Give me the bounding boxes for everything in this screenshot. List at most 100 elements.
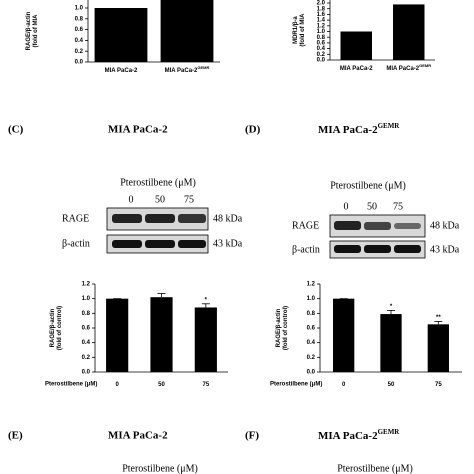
y-tick-label: 0.2 xyxy=(317,52,326,58)
bar xyxy=(106,298,129,372)
y-tick-label: 0.0 xyxy=(307,370,316,376)
y-tick-label: 0.2 xyxy=(75,49,84,55)
significance: ** xyxy=(436,315,441,321)
panel-title: MIA PaCa-2GEMR xyxy=(318,122,400,136)
row-label: β-actin xyxy=(62,238,90,249)
y-tick-label: 0.4 xyxy=(317,46,326,52)
y-tick-label: 1.2 xyxy=(317,23,326,29)
x-tick-label: MIA PaCa-2GEMR xyxy=(165,65,210,74)
y-axis-label-line: (fold of MIA xyxy=(33,14,39,48)
x-axis-label: Pterostilbene (μM) xyxy=(270,382,322,388)
y-tick-label: 0.4 xyxy=(307,340,316,346)
category: 75 xyxy=(435,382,442,388)
bar xyxy=(393,4,425,61)
y-axis-label-line: (fold of control) xyxy=(57,306,63,350)
y-tick-label: 0.2 xyxy=(307,355,316,361)
y-tick-label: 1.2 xyxy=(307,282,316,288)
y-tick-label: 1.6 xyxy=(317,12,326,18)
treatment-label: Pterostilbene (μM) xyxy=(120,177,196,188)
bar xyxy=(150,297,173,372)
y-tick-label: 0.2 xyxy=(82,355,91,361)
y-axis-label-line: (fold of MIA xyxy=(300,13,306,47)
panel-letter: (C) xyxy=(8,124,24,136)
size-label: 48 kDa xyxy=(430,220,460,231)
dose-label: 0 xyxy=(344,201,349,212)
significance: * xyxy=(390,304,393,310)
size-label: 43 kDa xyxy=(213,238,243,249)
band xyxy=(394,223,421,229)
category-sup: GEMR xyxy=(419,63,431,68)
bar xyxy=(340,31,372,60)
significance: * xyxy=(205,297,208,303)
y-axis-label-line: RAGE/β-actin xyxy=(50,308,56,347)
y-axis-label-line: RAGE/β-actin xyxy=(276,308,282,347)
y-tick-label: 0.6 xyxy=(75,27,84,33)
dose-label: 75 xyxy=(184,194,194,205)
y-axis-label: RAGE/β-actin(fold of control) xyxy=(276,306,289,350)
treatment-label: Pterostilbene (μM) xyxy=(337,463,413,474)
x-tick-label: 50 xyxy=(388,382,395,388)
x-tick-label: MIA PaCa-2 xyxy=(340,66,373,72)
y-tick-label: 0.0 xyxy=(75,60,84,66)
y-tick-label: 0.8 xyxy=(75,16,84,22)
category: 50 xyxy=(158,382,165,388)
band xyxy=(334,245,361,253)
x-tick-label: 75 xyxy=(435,382,442,388)
y-tick-label: 0.6 xyxy=(82,326,91,332)
y-axis-label: RAGE/β-actin(fold of control) xyxy=(50,306,63,350)
panel-letter: (E) xyxy=(8,430,23,442)
x-axis-label: Pterostilbene (μM) xyxy=(45,382,97,388)
category: MIA PaCa-2 xyxy=(105,68,138,74)
bar xyxy=(160,0,214,62)
band xyxy=(112,214,142,223)
bar xyxy=(94,8,148,62)
dose-label: 0 xyxy=(129,194,134,205)
y-tick-label: 1.2 xyxy=(82,282,91,288)
x-tick-label: MIA PaCa-2GEMR xyxy=(386,63,431,72)
dose-label: 50 xyxy=(367,201,377,212)
row-label: RAGE xyxy=(62,213,89,224)
treatment-label: Pterostilbene (μM) xyxy=(330,180,406,191)
y-tick-label: 0.8 xyxy=(82,311,91,317)
y-tick-label: 1.8 xyxy=(317,6,326,12)
y-tick-label: 2.0 xyxy=(317,1,326,7)
band xyxy=(394,245,421,253)
y-tick-label: 0.8 xyxy=(317,35,326,41)
y-axis-label-line: MDR1/β-a xyxy=(293,16,299,44)
row-label: β-actin xyxy=(292,244,320,255)
dose-label: 75 xyxy=(393,201,403,212)
x-tick-label: MIA PaCa-2 xyxy=(105,68,138,74)
size-label: 43 kDa xyxy=(430,244,460,255)
band xyxy=(112,240,142,248)
y-tick-label: 0.6 xyxy=(307,326,316,332)
category: MIA PaCa-2 xyxy=(340,66,373,72)
y-axis-label: RAGE/β-actin(fold of MIA xyxy=(26,11,39,50)
y-axis-label-line: RAGE/β-actin xyxy=(26,11,32,50)
band xyxy=(178,214,206,223)
x-tick-label: 0 xyxy=(342,382,346,388)
panel-letter: (D) xyxy=(245,124,261,136)
category: 75 xyxy=(202,382,209,388)
category: 50 xyxy=(388,382,395,388)
bar xyxy=(333,298,355,372)
y-tick-label: 1.0 xyxy=(317,29,326,35)
y-tick-label: 0.4 xyxy=(75,38,84,44)
panel-letter: (F) xyxy=(245,430,259,442)
band xyxy=(145,240,175,248)
band xyxy=(178,240,206,248)
category-sup: GEMR xyxy=(197,65,209,70)
panel-title: MIA PaCa-2GEMR xyxy=(318,428,400,442)
category: 0 xyxy=(115,382,119,388)
y-tick-label: 1.0 xyxy=(82,296,91,302)
band xyxy=(145,214,175,223)
x-tick-label: 50 xyxy=(158,382,165,388)
band xyxy=(364,222,391,230)
bar xyxy=(427,324,449,372)
y-axis-label: MDR1/β-a(fold of MIA xyxy=(293,13,306,47)
panel-title: MIA PaCa-2 xyxy=(108,430,168,442)
y-tick-label: 0.0 xyxy=(317,58,326,64)
size-label: 48 kDa xyxy=(213,213,243,224)
y-tick-label: 1.4 xyxy=(317,18,326,24)
category: 0 xyxy=(342,382,346,388)
